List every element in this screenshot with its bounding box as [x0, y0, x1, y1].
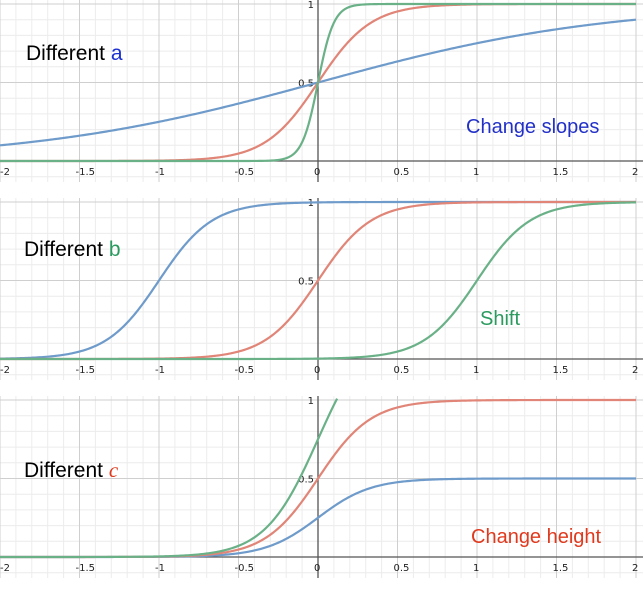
title-param-a: a — [110, 42, 123, 65]
y-tick-label: 0.5 — [298, 475, 314, 486]
x-tick-label: 0 — [314, 167, 320, 178]
x-tick-label: 2 — [632, 167, 638, 178]
x-tick-label: -0.5 — [235, 563, 255, 574]
annotation-change-height: Change height — [471, 526, 602, 548]
grid-minor — [0, 0, 643, 182]
x-tick-label: -1.5 — [76, 563, 96, 574]
series-line-green — [0, 398, 339, 559]
x-tick-label: -1 — [155, 167, 165, 178]
panel-different-b: -2 -1.5 -1 -0.5 0 0.5 1 1.5 2 0.5 1 Different b Sh… — [0, 198, 643, 380]
chart-different-a: -2 -1.5 -1 -0.5 0 0.5 1 1.5 2 0.5 1 — [0, 0, 643, 182]
x-tick-label: 0.5 — [394, 167, 410, 178]
panel-different-a: -2 -1.5 -1 -0.5 0 0.5 1 1.5 2 0.5 1 Different a Ch… — [0, 0, 643, 182]
x-tick-label: -0.5 — [235, 167, 255, 178]
y-tick-label: 0.5 — [298, 79, 314, 90]
title-prefix: Different — [24, 459, 109, 482]
x-tick-label: -0.5 — [235, 365, 255, 376]
x-tick-label: -1.5 — [76, 365, 96, 376]
grid-major — [0, 396, 643, 578]
panel-separator — [0, 186, 643, 198]
x-tick-label: 0 — [314, 365, 320, 376]
title-param-b: b — [108, 238, 121, 261]
title-param-c: c — [108, 458, 119, 482]
x-tick-label: -2 — [0, 365, 10, 376]
x-tick-label: 1.5 — [553, 563, 569, 574]
y-tick-label: 1 — [308, 396, 314, 407]
title-prefix: Different — [26, 42, 111, 65]
panel-title-a: Different a — [26, 42, 123, 66]
grid-major — [0, 0, 643, 182]
x-tick-label: 1.5 — [553, 167, 569, 178]
x-tick-label: -2 — [0, 563, 10, 574]
x-tick-label: 2 — [632, 365, 638, 376]
grid-major — [0, 198, 643, 380]
annotation-change-slopes: Change slopes — [466, 116, 600, 138]
x-tick-label: 0.5 — [394, 365, 410, 376]
x-tick-label: -1.5 — [76, 167, 96, 178]
grid-minor — [0, 396, 643, 578]
x-tick-label: -1 — [155, 365, 165, 376]
panel-title-b: Different b — [24, 238, 121, 262]
series-line-green — [0, 2, 636, 163]
x-tick-label: 0 — [314, 563, 320, 574]
chart-different-b: -2 -1.5 -1 -0.5 0 0.5 1 1.5 20.51 — [0, 198, 643, 380]
y-tick-label: 1 — [308, 0, 314, 11]
x-tick-label: 1.5 — [553, 365, 569, 376]
x-tick-label: -1 — [155, 563, 165, 574]
panel-different-c: -2 -1.5 -1 -0.5 0 0.5 1 1.5 2 0.5 1 Different c Ch… — [0, 396, 643, 578]
grid-minor — [0, 198, 643, 380]
series-line-green — [0, 201, 637, 361]
panel-title-c: Different c — [24, 458, 118, 483]
x-tick-label: 1 — [473, 563, 479, 574]
y-tick-label: 0.5 — [298, 277, 314, 288]
x-tick-label: -2 — [0, 167, 10, 178]
x-tick-label: 1 — [473, 167, 479, 178]
x-tick-label: 1 — [473, 365, 479, 376]
chart-different-c: -2 -1.5 -1 -0.5 0 0.5 1 1.5 2 0.5 1 — [0, 396, 643, 578]
x-tick-label: 2 — [632, 563, 638, 574]
annotation-shift: Shift — [480, 308, 521, 330]
panel-separator — [0, 384, 643, 396]
x-tick-label: 0.5 — [394, 563, 410, 574]
title-prefix: Different — [24, 238, 109, 261]
